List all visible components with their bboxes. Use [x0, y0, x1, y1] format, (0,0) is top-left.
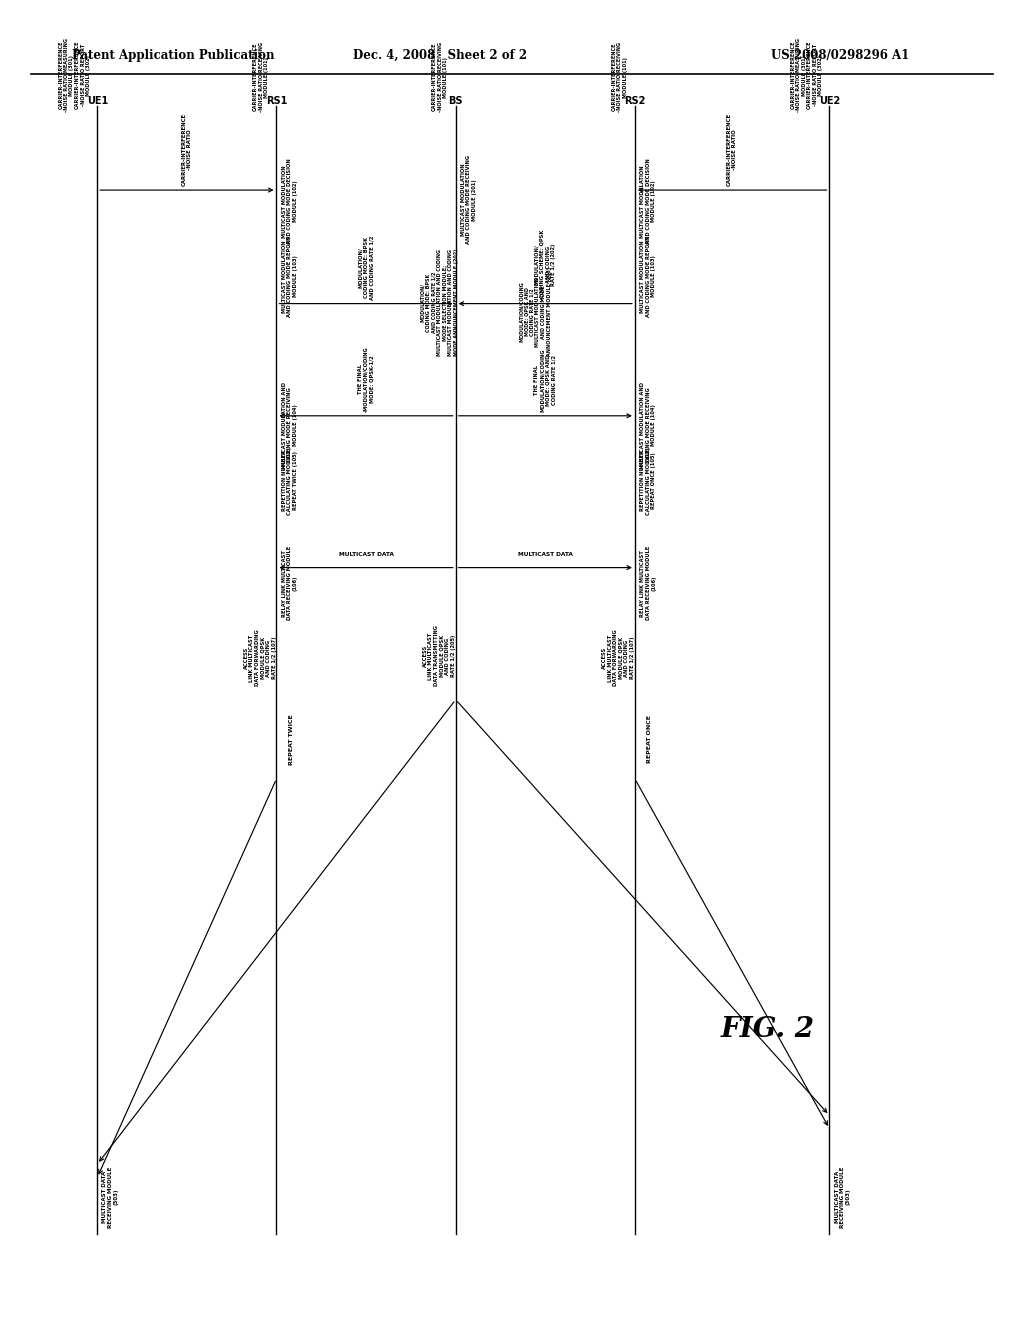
Text: CARRIER-INTERFERENCE
-NOISE RATIO RECEIVING
MODULE (101): CARRIER-INTERFERENCE -NOISE RATIO RECEIV… — [611, 42, 628, 112]
Text: RS1: RS1 — [266, 95, 287, 106]
Text: BS: BS — [449, 95, 463, 106]
Text: UE1: UE1 — [87, 95, 108, 106]
Text: MULTICAST MODULATION
AND CODING MODE DECISION
MODULE (102): MULTICAST MODULATION AND CODING MODE DEC… — [640, 158, 656, 244]
Text: ACCESS
LINK MULTICAST
DATA FORWARDING
MODULE QPSK
AND CODING
RATE 1/2 (107): ACCESS LINK MULTICAST DATA FORWARDING MO… — [244, 630, 276, 686]
Text: MULTICAST MODULATION AND
CODING MODE RECEIVING
MODULE (104): MULTICAST MODULATION AND CODING MODE REC… — [640, 381, 656, 469]
Text: Dec. 4, 2008   Sheet 2 of 2: Dec. 4, 2008 Sheet 2 of 2 — [353, 49, 527, 62]
Text: REPEAT ONCE: REPEAT ONCE — [647, 715, 652, 763]
Text: MULTICAST MODULATION
AND CODING MODE RECEIVING
MODULE (201): MULTICAST MODULATION AND CODING MODE REC… — [461, 154, 477, 244]
Text: MULTICAST DATA: MULTICAST DATA — [339, 552, 393, 557]
Text: REPETITION NUMBER
CALCULATING MODULE,
REPEAT ONCE (105): REPETITION NUMBER CALCULATING MODULE, RE… — [640, 446, 656, 515]
Text: MULTICAST DATA
RECEIVING MODULE
(303): MULTICAST DATA RECEIVING MODULE (303) — [835, 1167, 851, 1228]
Text: MULTICAST DATA
RECEIVING MODULE
(303): MULTICAST DATA RECEIVING MODULE (303) — [102, 1167, 119, 1228]
Text: CARRIER-INTERFERENCE
-NOISE RATIO: CARRIER-INTERFERENCE -NOISE RATIO — [727, 114, 737, 186]
Text: MULTICAST MODULATION
AND CODING MODE REPORT
MODULE (103): MULTICAST MODULATION AND CODING MODE REP… — [282, 236, 298, 317]
Text: MODULATION/
CODING MODE: BPSK
AND CODING RATE 1/2: MODULATION/ CODING MODE: BPSK AND CODING… — [358, 235, 374, 300]
Text: RS2: RS2 — [625, 95, 645, 106]
Text: REPEAT TWICE: REPEAT TWICE — [289, 714, 294, 764]
Text: THE FINAL
MODULATION/CODING
MODE: QPSK AND
CODING RATE 1/2: THE FINAL MODULATION/CODING MODE: QPSK A… — [535, 348, 556, 412]
Text: THE FINAL
-MODULATION/CODING
MODE: QPSK-1/2: THE FINAL -MODULATION/CODING MODE: QPSK-… — [358, 346, 374, 412]
Text: CARRIER-INTERFERENCE
-NOISE RATIO: CARRIER-INTERFERENCE -NOISE RATIO — [181, 114, 193, 186]
Text: FIG. 2: FIG. 2 — [721, 1016, 815, 1043]
Text: MODULATION/
-CODING SCHEME: QPSK
AND CODING
RATE 1/2 (202): MODULATION/ -CODING SCHEME: QPSK AND COD… — [535, 230, 556, 300]
Text: MULTICAST MODULATION AND
CODING MODE RECEIVING
MODULE (104): MULTICAST MODULATION AND CODING MODE REC… — [282, 381, 298, 469]
Text: MODULATION/
CODING MODE: BPSK
AND CODING RATE 1/2
MULTICAST MODULATION AND CODIN: MODULATION/ CODING MODE: BPSK AND CODING… — [420, 249, 459, 356]
Text: UE2: UE2 — [819, 95, 840, 106]
Text: RELAY LINK MULTICAST
DATA RECEIVING MODULE
(106): RELAY LINK MULTICAST DATA RECEIVING MODU… — [282, 546, 298, 620]
Text: ACCESS
LINK MULTICAST
DATA TRANSMITTING
MODULE QPSK
AND CODING
RATE 1/2 (205): ACCESS LINK MULTICAST DATA TRANSMITTING … — [423, 626, 456, 686]
Text: MODULATION/CODING
MODE: QPSK AND
CODING RATE 1/2
MULTICAST MODULATION
AND CODING: MODULATION/CODING MODE: QPSK AND CODING … — [518, 268, 552, 356]
Text: RELAY LINK MULTICAST
DATA RECEIVING MODULE
(106): RELAY LINK MULTICAST DATA RECEIVING MODU… — [640, 546, 656, 620]
Text: CARRIER-INTERFERENCE
-NOISE RATIO MEASURING
MODULE (301)
CARRIER-INTERFERENCE
-N: CARRIER-INTERFERENCE -NOISE RATIO MEASUR… — [791, 38, 823, 112]
Text: Patent Application Publication: Patent Application Publication — [72, 49, 274, 62]
Text: CARRIER-INTERFERENCE
-NOISE RATIO RECEIVING
MODULE (101): CARRIER-INTERFERENCE -NOISE RATIO RECEIV… — [253, 42, 269, 112]
Text: MULTICAST DATA: MULTICAST DATA — [518, 552, 572, 557]
Text: MULTICAST MODULATION
AND CODING MODE DECISION
MODULE (102): MULTICAST MODULATION AND CODING MODE DEC… — [282, 158, 298, 244]
Text: CARRIER-INTERFERENCE
-NOISE RATIO MEASURING
MODULE (301)
CARRIER-INTERFERENCE
-N: CARRIER-INTERFERENCE -NOISE RATIO MEASUR… — [58, 38, 91, 112]
Text: REPETITION NUMBER
CALCULATING MODULE,
REPEAT TWICE (105): REPETITION NUMBER CALCULATING MODULE, RE… — [282, 446, 298, 515]
Text: CARRIER-INTERFERENCE
-NOISE RATIO RECEIVING
MODULE (101): CARRIER-INTERFERENCE -NOISE RATIO RECEIV… — [432, 42, 449, 112]
Text: ACCESS
LINK MULTICAST
DATA FORWARDING
MODULE QPSK
AND CODING
RATE 1/2 (107): ACCESS LINK MULTICAST DATA FORWARDING MO… — [602, 630, 635, 686]
Text: MULTICAST MODULATION
AND CODING MODE REPORT
MODULE (103): MULTICAST MODULATION AND CODING MODE REP… — [640, 236, 656, 317]
Text: US 2008/0298296 A1: US 2008/0298296 A1 — [770, 49, 909, 62]
